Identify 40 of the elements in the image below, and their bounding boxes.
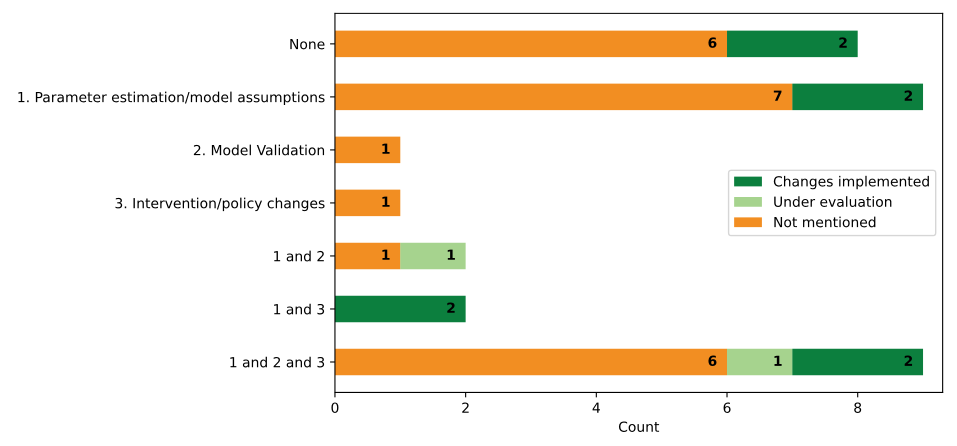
data-label: 7 [774, 90, 782, 101]
x-tick-label: 4 [592, 402, 600, 413]
data-label: 1 [382, 250, 390, 260]
bar [334, 30, 728, 58]
data-label: 6 [708, 356, 716, 366]
bar [334, 348, 728, 376]
x-tick-label: 8 [854, 402, 862, 413]
bar [334, 136, 400, 164]
bar [334, 190, 400, 216]
y-tick-label: 1 and 2 and 3 [230, 356, 324, 368]
data-label: 2 [904, 90, 912, 101]
y-tick-label: 1 and 3 [274, 304, 324, 314]
x-axis-title: Count [618, 421, 660, 432]
legend-label: Not mentioned [774, 216, 876, 228]
legend-label: Under evaluation [774, 196, 892, 207]
bar [334, 84, 792, 110]
data-label: 1 [448, 250, 455, 260]
bar [792, 84, 924, 110]
y-tick-label: 3. Intervention/policy changes [116, 198, 325, 212]
data-label: 2 [904, 356, 912, 366]
data-label: 2 [447, 302, 455, 313]
y-tick-label: None [290, 39, 324, 50]
bar [334, 242, 400, 270]
bar [400, 242, 466, 270]
y-tick-label: 1 and 2 [274, 250, 324, 262]
legend-label: Changes implemented [774, 176, 929, 190]
data-label: 1 [774, 356, 782, 366]
x-tick-label: 0 [331, 402, 338, 413]
data-label: 1 [382, 196, 390, 207]
bar [727, 30, 858, 58]
bar [727, 348, 792, 376]
bar [792, 348, 924, 376]
data-label: 1 [382, 144, 390, 154]
x-tick-label: 6 [724, 402, 731, 413]
x-tick-label: 2 [462, 402, 469, 413]
data-label: 2 [839, 37, 847, 48]
y-tick-label: 2. Model Validation [194, 144, 324, 156]
y-tick-label: 1. Parameter estimation/model assumptions [18, 92, 325, 106]
bar [334, 296, 466, 322]
data-label: 6 [708, 37, 716, 48]
